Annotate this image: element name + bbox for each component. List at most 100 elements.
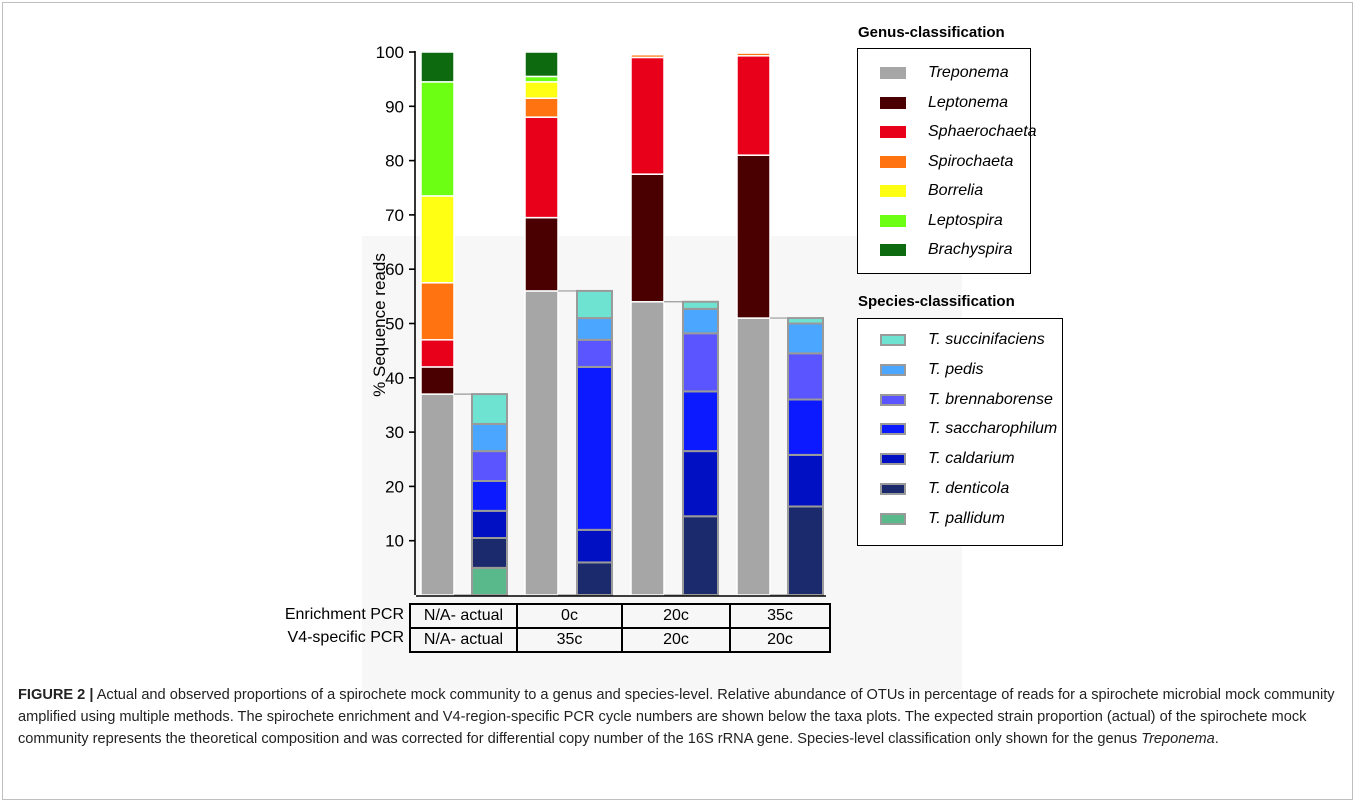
legend-entry: T. brennaborense bbox=[880, 390, 1053, 410]
bar-segment bbox=[787, 352, 824, 401]
legend-entry: T. pedis bbox=[880, 360, 983, 380]
bar-segment bbox=[630, 301, 665, 596]
legend-entry: Sphaerochaeta bbox=[880, 122, 1037, 142]
caption-italic-genus: Treponema bbox=[1141, 731, 1215, 747]
enrichment-cell: 20c bbox=[621, 603, 731, 629]
bar-segment bbox=[420, 81, 455, 197]
enrichment-cell: N/A- actual bbox=[409, 603, 518, 629]
legend-swatch bbox=[880, 244, 906, 256]
y-tick-label: 70 bbox=[385, 206, 404, 225]
genus-bar bbox=[736, 52, 771, 596]
legend-swatch bbox=[880, 155, 906, 168]
bar-segment bbox=[524, 81, 559, 99]
legend-swatch bbox=[880, 453, 906, 466]
y-tick-label: 10 bbox=[385, 532, 404, 551]
bar-segment bbox=[524, 75, 559, 83]
legend-entry: Leptospira bbox=[880, 211, 1003, 231]
v4-cell: 20c bbox=[621, 627, 731, 653]
enrichment-pcr-label: Enrichment PCR bbox=[284, 606, 404, 623]
v4-cell: N/A- actual bbox=[409, 627, 518, 653]
genus-bar bbox=[420, 51, 455, 596]
genus-legend: Treponema Leptonema Sphaerochaeta Spirochae… bbox=[857, 48, 1037, 274]
bar-segment bbox=[524, 290, 559, 596]
legend-entry: Brachyspira bbox=[880, 240, 1012, 260]
enrichment-row: N/A- actual 0c 20c 35c bbox=[409, 603, 831, 629]
bar-segment bbox=[524, 51, 559, 78]
bar-segment bbox=[787, 505, 824, 596]
legend-entry: T. pallidum bbox=[880, 509, 1005, 529]
figure-caption: FIGURE 2 | Actual and observed proportio… bbox=[18, 684, 1338, 750]
legend-entry: Borrelia bbox=[880, 181, 983, 201]
y-tick-label: 40 bbox=[385, 369, 404, 388]
species-legend: T. succinifaciens T. pedis T. brennaborens… bbox=[857, 318, 1063, 546]
v4-row: N/A- actual 35c 20c 20c bbox=[409, 627, 831, 653]
bar-segment bbox=[682, 390, 719, 453]
y-tick-label: 60 bbox=[385, 260, 404, 279]
stacked-bar-chart: 10 20 30 40 50 60 70 80 90 100 % Sequence reads bbox=[370, 43, 826, 597]
bar-segment bbox=[576, 561, 613, 596]
bar-segment bbox=[471, 393, 508, 425]
legend-label: T. pallidum bbox=[928, 509, 1005, 527]
legend-swatch bbox=[880, 214, 906, 227]
legend-swatch bbox=[880, 363, 906, 376]
legend-entry: T. denticola bbox=[880, 479, 1009, 499]
v4-cell: 20c bbox=[729, 627, 831, 653]
caption-figure-label: FIGURE 2 | bbox=[18, 687, 94, 703]
bar-segment bbox=[682, 332, 719, 393]
bar-segment bbox=[736, 317, 771, 596]
species-bar bbox=[682, 300, 719, 597]
pcr-conditions-table: N/A- actual 0c 20c 35c N/A- actual 35c 2… bbox=[409, 603, 831, 653]
bar-segment bbox=[471, 422, 508, 453]
bar-segment bbox=[787, 453, 824, 508]
legend-swatch bbox=[880, 126, 906, 138]
bar-segment bbox=[576, 317, 613, 341]
legend-swatch bbox=[880, 483, 906, 495]
bar-segment bbox=[420, 282, 455, 341]
bar-segment bbox=[524, 116, 559, 219]
bars-layer bbox=[416, 51, 826, 597]
bar-segment bbox=[682, 307, 719, 335]
legend-swatch bbox=[880, 334, 906, 346]
y-tick-label: 30 bbox=[385, 423, 404, 442]
bar-segment bbox=[576, 528, 613, 564]
bar-segment bbox=[576, 338, 613, 368]
legend-entry: T. caldarium bbox=[880, 449, 1015, 469]
y-tick-label: 90 bbox=[385, 97, 404, 116]
species-bar bbox=[471, 393, 508, 596]
v4-pcr-label: V4-specific PCR bbox=[287, 629, 404, 646]
legend-entry: Spirochaeta bbox=[880, 152, 1013, 172]
bar-segment bbox=[524, 97, 559, 118]
y-tick-label: 20 bbox=[385, 477, 404, 496]
legend-label: Brachyspira bbox=[928, 241, 1013, 258]
y-axis-label: % Sequence reads bbox=[370, 253, 389, 397]
bar-segment bbox=[471, 536, 508, 569]
bar-segment bbox=[787, 317, 824, 325]
y-axis: 10 20 30 40 50 60 70 80 90 100 bbox=[376, 43, 416, 595]
bar-segment bbox=[682, 450, 719, 518]
bar-segment bbox=[420, 393, 455, 596]
bar-segment bbox=[630, 173, 665, 303]
bar-segment bbox=[576, 289, 613, 320]
legend-swatch bbox=[880, 96, 906, 109]
legend-label: T. brennaborense bbox=[928, 390, 1053, 408]
legend-swatch bbox=[880, 185, 906, 197]
bar-segment bbox=[682, 300, 719, 310]
legend-label: T. denticola bbox=[928, 480, 1010, 497]
legend-label: Leptonema bbox=[928, 93, 1009, 111]
species-bar bbox=[787, 317, 824, 596]
bar-segment bbox=[576, 365, 613, 531]
bar-segment bbox=[471, 566, 508, 596]
bar-segment bbox=[736, 154, 771, 319]
y-tick-label: 50 bbox=[385, 315, 404, 334]
legend-swatch bbox=[880, 67, 906, 79]
genus-legend-title: Genus-classification bbox=[858, 24, 1005, 41]
legend-label: T. caldarium bbox=[928, 450, 1015, 468]
bar-segment bbox=[736, 52, 771, 57]
bar-segment bbox=[787, 322, 824, 355]
legend-label: T. succinifaciens bbox=[928, 331, 1045, 348]
legend-swatch bbox=[880, 512, 906, 525]
caption-text-end: . bbox=[1214, 731, 1219, 747]
bar-segment bbox=[420, 195, 455, 284]
bar-segment bbox=[630, 56, 665, 175]
